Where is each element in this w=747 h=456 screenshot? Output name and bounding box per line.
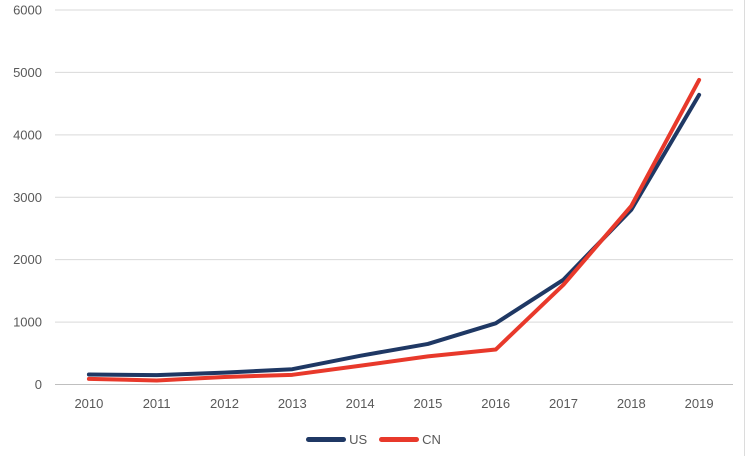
legend-label-cn: CN <box>422 431 441 447</box>
series-line-cn <box>86 77 702 383</box>
x-tick-label: 2013 <box>278 396 307 411</box>
x-tick-label: 2015 <box>413 396 442 411</box>
legend-label-us: US <box>349 431 368 447</box>
cn-series-swatch <box>379 436 420 442</box>
x-tick-label: 2016 <box>481 396 510 411</box>
y-tick-label: 1000 <box>13 315 42 330</box>
x-tick-label: 2011 <box>143 396 171 411</box>
image-right-border <box>744 0 745 456</box>
x-tick-label: 2017 <box>549 396 578 411</box>
y-tick-label: 6000 <box>13 3 42 18</box>
x-tick-label: 2010 <box>74 396 103 411</box>
legend-item-us[interactable]: US <box>306 433 367 446</box>
x-tick-label: 2014 <box>346 396 375 411</box>
y-tick-label: 2000 <box>13 252 42 267</box>
y-tick-label: 0 <box>35 377 42 392</box>
x-tick-label: 2012 <box>210 396 239 411</box>
y-tick-label: 5000 <box>13 65 42 80</box>
y-tick-label: 3000 <box>13 190 42 205</box>
chart-legend: US CN <box>0 430 747 448</box>
x-tick-label: 2019 <box>685 396 714 411</box>
x-tick-label: 2018 <box>617 396 646 411</box>
legend-item-cn[interactable]: CN <box>379 433 441 446</box>
us-series-swatch <box>306 436 347 442</box>
y-tick-label: 4000 <box>13 127 42 142</box>
